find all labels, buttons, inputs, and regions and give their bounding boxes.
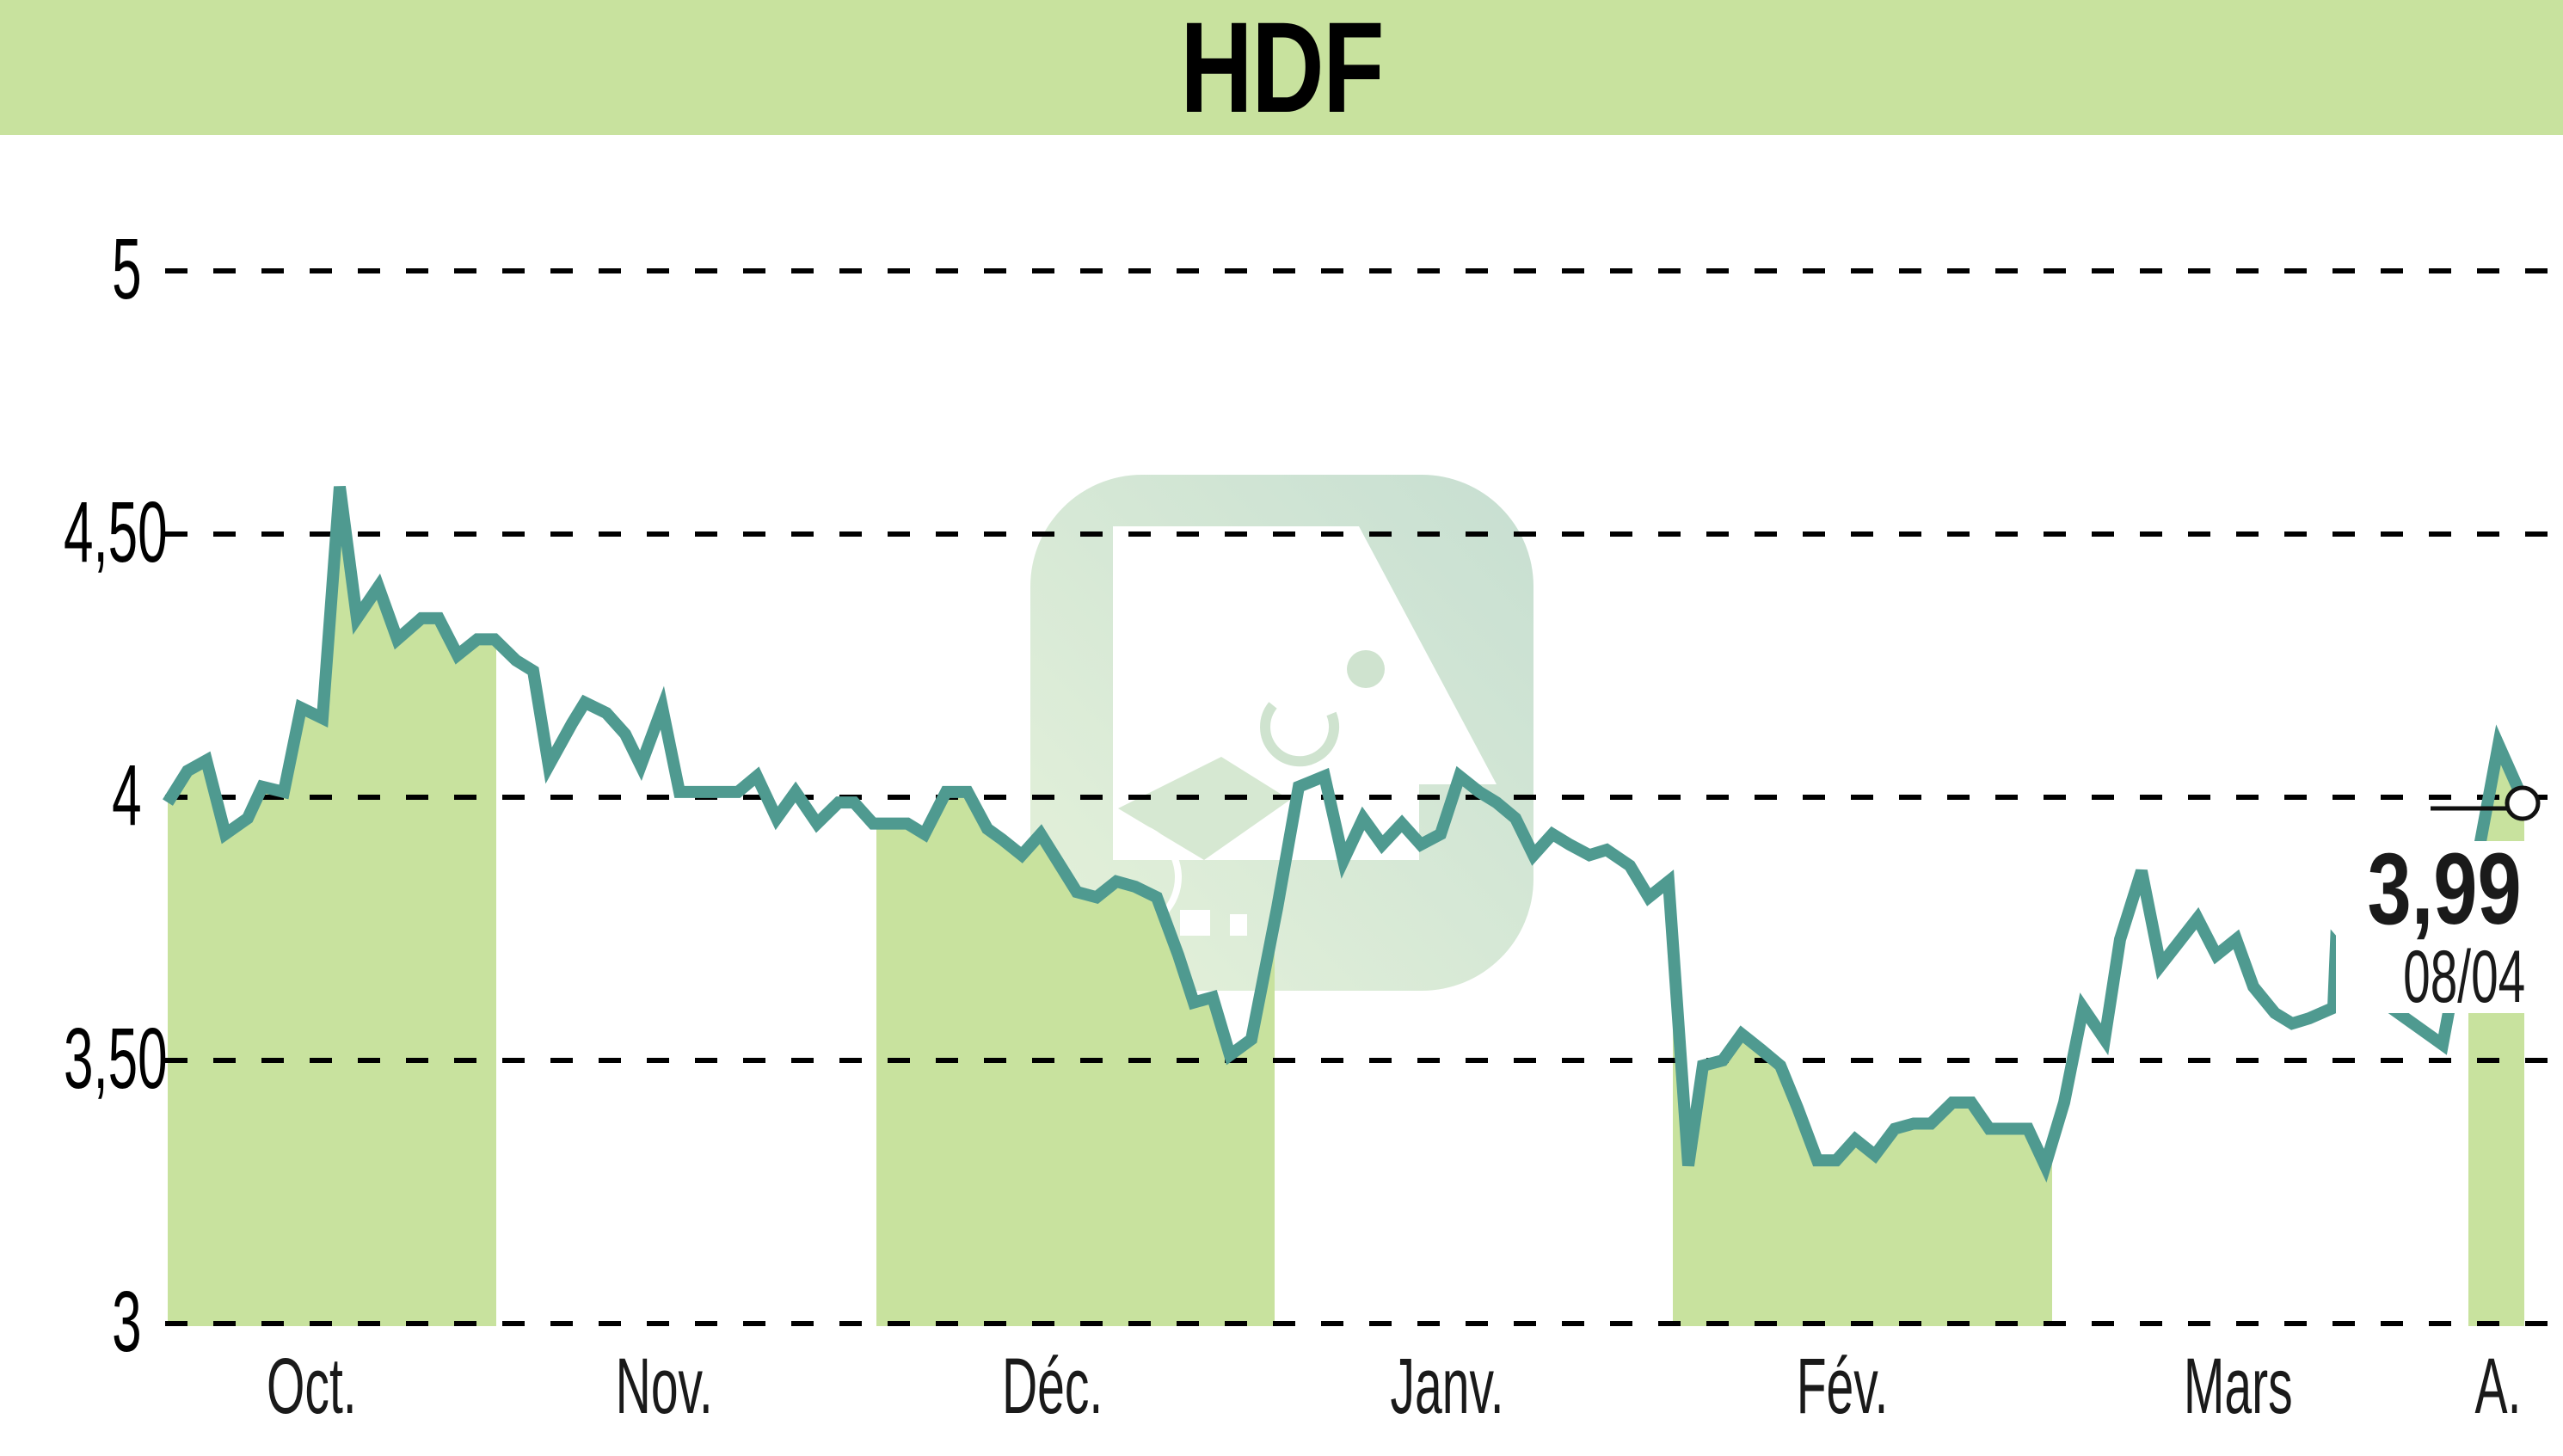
month-band	[168, 486, 496, 1326]
month-band	[876, 791, 1275, 1326]
last-price-value: 3,99	[2367, 832, 2522, 946]
y-tick-label: 3	[112, 1274, 142, 1370]
last-price-date: 08/04	[2402, 936, 2525, 1018]
month-band	[1673, 943, 2052, 1326]
x-tick-label: Mars	[2183, 1342, 2293, 1430]
chart-title: HDF	[1180, 0, 1384, 139]
y-tick-label: 4,50	[63, 484, 168, 581]
x-tick-label: Nov.	[615, 1342, 713, 1430]
x-tick-label: Janv.	[1390, 1342, 1505, 1430]
y-tick-label: 3,50	[63, 1011, 168, 1107]
y-tick-label: 5	[112, 221, 142, 317]
last-price-box	[2336, 841, 2527, 1013]
x-tick-label: A.	[2474, 1342, 2521, 1430]
x-tick-label: Déc.	[1002, 1342, 1103, 1430]
watermark-logo	[1030, 475, 1533, 991]
x-tick-label: Fév.	[1796, 1342, 1889, 1430]
title-banner	[0, 0, 2563, 135]
x-tick-label: Oct.	[266, 1342, 357, 1430]
price-line	[163, 486, 2530, 1183]
gridlines	[165, 268, 2563, 1326]
y-tick-label: 4	[112, 747, 142, 844]
